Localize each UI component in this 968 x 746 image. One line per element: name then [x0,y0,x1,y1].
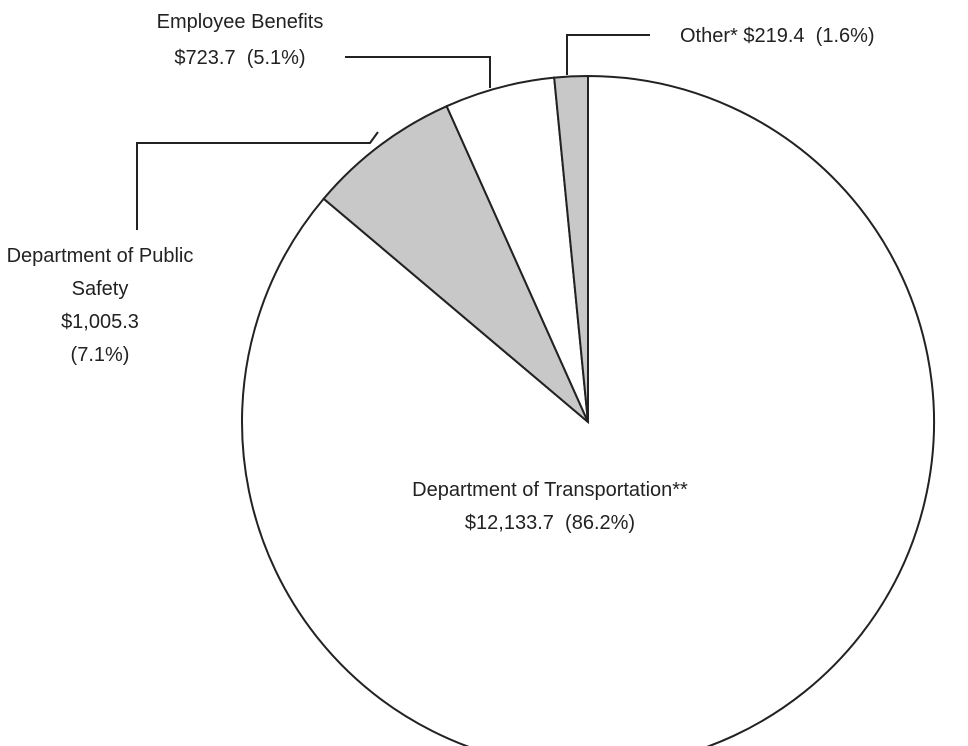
slice-label: Employee Benefits $723.7 (5.1%) [120,4,360,76]
leader-line [345,56,491,88]
value-label: $1,005.3 [61,311,139,333]
pie-slice [553,74,589,423]
pie-slice [322,104,589,423]
value-label: $723.7 [174,47,236,69]
percent-label: (5.1%) [246,47,306,69]
slice-label: Department of Transportation** $12,133.7… [340,474,760,540]
percent-label: (86.2%) [565,512,636,534]
value-label: $12,133.7 [464,512,554,534]
category-label: Department of Transportation** [412,479,688,501]
leader-line [136,131,379,230]
category-label: Department of Public Safety [6,245,194,300]
category-label: Other* [680,25,738,47]
percent-label: (7.1%) [70,344,130,366]
category-label: Employee Benefits [156,11,324,33]
slice-label: Department of Public Safety $1,005.3 (7.… [5,240,195,372]
value-label: $219.4 [743,25,805,47]
slice-label: Other* $219.4 (1.6%) [680,20,875,53]
percent-label: (1.6%) [815,25,875,47]
leader-line [566,34,650,75]
